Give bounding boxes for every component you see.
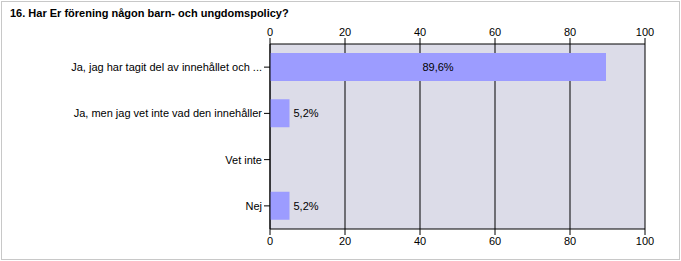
svg-text:60: 60 (489, 26, 501, 38)
svg-text:5,2%: 5,2% (294, 200, 319, 212)
svg-text:80: 80 (564, 235, 576, 247)
svg-text:89,6%: 89,6% (422, 61, 453, 73)
svg-text:0: 0 (267, 26, 273, 38)
svg-text:40: 40 (414, 235, 426, 247)
svg-text:Nej: Nej (245, 200, 262, 212)
svg-text:Ja, men jag vet inte vad den i: Ja, men jag vet inte vad den innehåller (74, 107, 263, 119)
svg-text:Vet inte: Vet inte (225, 154, 262, 166)
svg-text:5,2%: 5,2% (294, 107, 319, 119)
svg-text:100: 100 (636, 26, 654, 38)
svg-text:100: 100 (636, 235, 654, 247)
html-text:16. Har Er förening någon barn: 16. Har Er förening någon barn- och ungd… (10, 7, 289, 19)
svg-text:Ja, jag har tagit del av inneh: Ja, jag har tagit del av innehållet och … (71, 61, 262, 73)
svg-text:0: 0 (267, 235, 273, 247)
svg-text:20: 20 (339, 26, 351, 38)
svg-text:40: 40 (414, 26, 426, 38)
svg-text:60: 60 (489, 235, 501, 247)
svg-text:20: 20 (339, 235, 351, 247)
svg-text:80: 80 (564, 26, 576, 38)
